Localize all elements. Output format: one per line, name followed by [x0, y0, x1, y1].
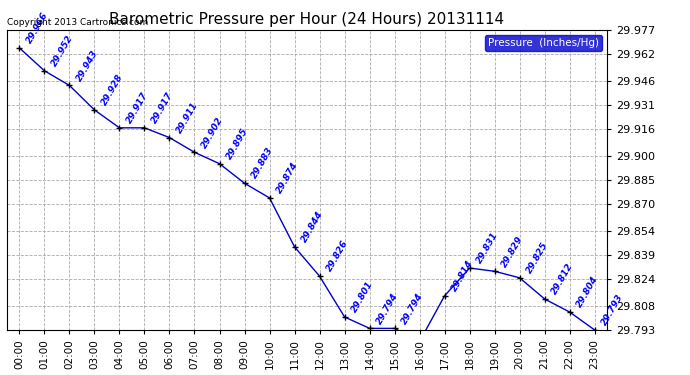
Text: 29.829: 29.829 — [500, 234, 525, 268]
Text: 29.812: 29.812 — [550, 262, 575, 296]
Text: 29.844: 29.844 — [300, 210, 325, 244]
Text: 29.911: 29.911 — [175, 100, 200, 135]
Text: 29.826: 29.826 — [325, 239, 351, 273]
Text: 29.801: 29.801 — [350, 280, 375, 314]
Text: 29.804: 29.804 — [575, 275, 600, 309]
Text: 29.793: 29.793 — [600, 293, 625, 327]
Text: 29.874: 29.874 — [275, 160, 300, 195]
Text: 29.943: 29.943 — [75, 48, 100, 82]
Text: 29.825: 29.825 — [525, 240, 551, 275]
Text: 29.917: 29.917 — [125, 90, 150, 125]
Text: 29.814: 29.814 — [450, 258, 475, 293]
Title: Barometric Pressure per Hour (24 Hours) 20131114: Barometric Pressure per Hour (24 Hours) … — [110, 12, 504, 27]
Legend: Pressure  (Inches/Hg): Pressure (Inches/Hg) — [485, 35, 602, 51]
Text: 29.786: 29.786 — [0, 374, 1, 375]
Text: 29.794: 29.794 — [375, 291, 400, 326]
Text: 29.794: 29.794 — [400, 291, 425, 326]
Text: 29.895: 29.895 — [225, 126, 250, 161]
Text: 29.883: 29.883 — [250, 146, 275, 180]
Text: 29.917: 29.917 — [150, 90, 175, 125]
Text: 29.966: 29.966 — [25, 10, 50, 45]
Text: 29.902: 29.902 — [200, 115, 225, 150]
Text: 29.952: 29.952 — [50, 33, 75, 68]
Text: Copyright 2013 Cartronics.com: Copyright 2013 Cartronics.com — [7, 18, 148, 27]
Text: 29.831: 29.831 — [475, 231, 500, 265]
Text: 29.928: 29.928 — [100, 73, 125, 107]
